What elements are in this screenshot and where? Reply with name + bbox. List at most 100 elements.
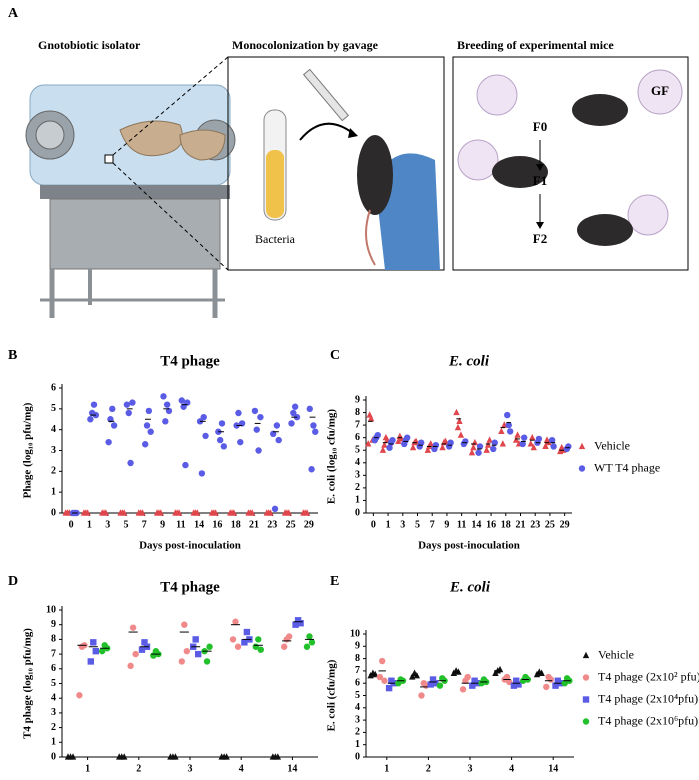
data-point — [145, 407, 153, 415]
data-point — [243, 628, 251, 636]
x-axis-label: Days post-inoculation — [418, 540, 520, 552]
y-tick-label: 1 — [51, 737, 56, 748]
legend-label: T4 phage (2x10² pfu) — [598, 669, 699, 683]
data-point — [105, 438, 112, 446]
panel-label: C — [330, 348, 340, 363]
x-tick-label: 5 — [124, 519, 129, 530]
data-point — [378, 657, 386, 665]
data-point — [98, 647, 106, 655]
x-tick-label: 25 — [545, 519, 555, 530]
x-tick-label: 4 — [509, 763, 514, 774]
x-tick-label: 0 — [69, 519, 74, 530]
data-point — [162, 418, 169, 425]
x-tick-label: 3 — [105, 519, 110, 530]
data-point — [550, 443, 557, 450]
data-point — [127, 662, 134, 670]
y-tick-label: 9 — [355, 394, 360, 405]
gavage-box — [227, 56, 445, 271]
data-point — [275, 436, 282, 444]
data-point — [257, 646, 264, 653]
x-tick-label: 29 — [560, 519, 570, 530]
x-tick-label: 2 — [426, 763, 431, 774]
data-point — [491, 439, 498, 446]
data-point — [271, 505, 279, 513]
data-point — [200, 413, 207, 421]
y-tick-label: 7 — [355, 419, 360, 430]
data-point — [172, 753, 179, 760]
data-point — [386, 444, 393, 451]
y-tick-label: 8 — [355, 407, 360, 418]
data-point — [513, 677, 520, 684]
arrow — [299, 122, 356, 141]
data-point — [257, 413, 264, 421]
data-point — [229, 636, 237, 643]
x-tick-label: 23 — [530, 519, 540, 530]
data-point — [216, 436, 224, 444]
data-point — [483, 446, 490, 453]
data-point — [439, 443, 446, 451]
data-point — [198, 470, 206, 477]
x-tick-label: 14 — [194, 519, 204, 530]
generation-label: F0 — [533, 119, 547, 134]
data-point — [376, 673, 384, 681]
data-point — [76, 692, 83, 699]
data-point — [241, 639, 248, 646]
data-point — [395, 437, 402, 445]
data-point — [138, 646, 146, 653]
y-tick-label: 4 — [355, 702, 360, 713]
data-point — [484, 441, 492, 448]
data-point — [255, 447, 262, 454]
y-tick-label: 4 — [51, 424, 56, 435]
y-tick-label: 0 — [51, 751, 56, 762]
data-point — [404, 434, 411, 441]
generation-label: F1 — [533, 173, 547, 188]
y-tick-label: 7 — [51, 648, 56, 659]
x-tick-label: 21 — [249, 519, 259, 530]
data-point — [194, 650, 202, 658]
x-tick-label: 5 — [415, 519, 420, 530]
chart-title: T4 phage — [160, 353, 220, 369]
data-point — [504, 411, 511, 419]
data-point — [510, 682, 518, 689]
data-point — [147, 428, 154, 435]
legend-marker — [582, 651, 590, 659]
data-point — [530, 443, 537, 451]
y-tick-label: 2 — [355, 482, 360, 493]
data-point — [235, 409, 242, 417]
data-point — [69, 753, 77, 760]
data-point — [469, 682, 476, 689]
data-point — [527, 440, 534, 447]
data-point — [102, 509, 110, 516]
bacteria-bubble — [457, 139, 499, 181]
x-tick-label: 7 — [430, 519, 435, 530]
legend-label: T4 phage (2x10⁴pfu) — [598, 691, 698, 705]
y-tick-label: 3 — [355, 470, 360, 481]
data-point — [303, 643, 311, 650]
data-point — [468, 448, 476, 456]
isolator-title: Gnotobiotic isolator — [38, 38, 141, 52]
mouse — [572, 94, 628, 126]
generation-label: F2 — [533, 231, 547, 246]
data-point — [251, 407, 259, 415]
data-point — [273, 422, 281, 429]
x-tick-label: 0 — [371, 519, 376, 530]
x-tick-label: 14 — [548, 763, 558, 774]
data-point — [462, 438, 469, 445]
y-tick-label: 9 — [51, 619, 56, 630]
y-tick-label: 10 — [46, 604, 56, 615]
data-point — [139, 509, 146, 516]
culture — [266, 150, 284, 218]
data-point — [141, 639, 148, 646]
data-point — [127, 459, 134, 467]
y-tick-label: 1 — [355, 495, 360, 506]
isolator-shelf — [40, 185, 230, 199]
data-point — [409, 443, 417, 451]
data-point — [475, 449, 482, 456]
x-tick-label: 21 — [516, 519, 526, 530]
data-point — [123, 401, 131, 408]
y-tick-label: 7 — [355, 665, 360, 676]
x-tick-label: 4 — [239, 763, 244, 774]
data-point — [476, 443, 484, 450]
y-tick-label: 8 — [51, 634, 56, 645]
x-tick-label: 1 — [384, 763, 389, 774]
